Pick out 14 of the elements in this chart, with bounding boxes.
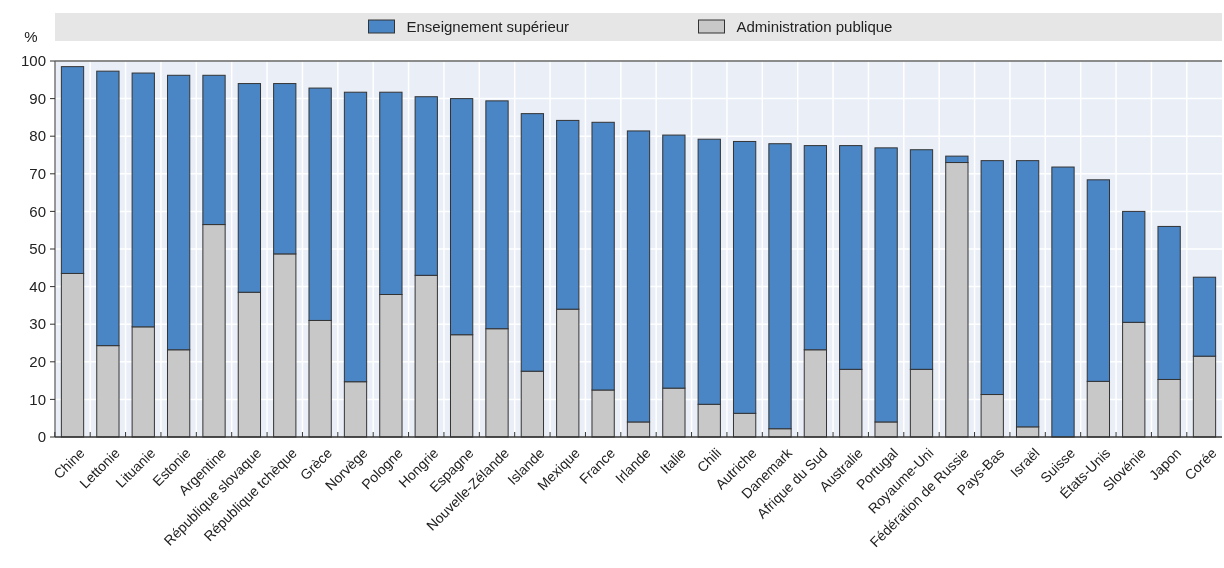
legend-label: Enseignement supérieur [406,18,570,36]
y-tick-label: 0 [37,428,46,446]
legend-label: Administration publique [736,18,893,36]
y-tick-label: 20 [29,353,46,371]
y-tick-label: 50 [29,240,46,258]
y-tick-label: 70 [29,165,46,183]
y-tick-label: 100 [20,52,46,70]
y-tick-label: 90 [29,89,46,107]
y-axis-title: % [24,28,38,45]
y-tick-label: 60 [29,202,46,220]
y-tick-label: 30 [29,315,46,333]
y-tick-label: 80 [29,127,46,145]
y-tick-label: 10 [29,390,46,408]
y-tick-label: 40 [29,277,46,295]
